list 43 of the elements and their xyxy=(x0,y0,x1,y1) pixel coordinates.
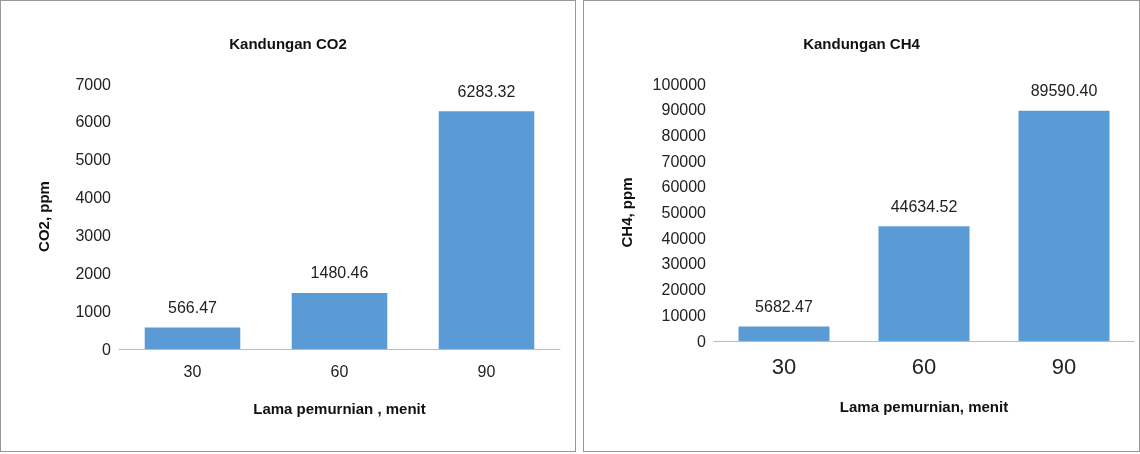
y-tick-label: 0 xyxy=(697,332,707,350)
y-tick-label: 100000 xyxy=(652,75,707,93)
bar xyxy=(438,111,535,349)
y-tick-label: 4000 xyxy=(75,189,112,207)
y-tick-label: 50000 xyxy=(661,204,707,221)
x-tick-label: 30 xyxy=(771,353,797,379)
y-tick-label: 20000 xyxy=(661,281,707,299)
y-tick-label: 30000 xyxy=(661,255,707,273)
x-tick-label: 30 xyxy=(183,362,202,380)
y-tick-label: 5000 xyxy=(75,151,112,169)
y-tick-label: 3000 xyxy=(75,226,112,244)
data-label: 1480.46 xyxy=(310,264,369,282)
y-tick-label: 80000 xyxy=(661,126,707,144)
y-tick-label: 60000 xyxy=(661,178,707,196)
x-axis-title: Lama pemurnian, menit xyxy=(839,398,1009,415)
data-label: 44634.52 xyxy=(890,197,958,215)
x-tick-label: 60 xyxy=(330,362,349,380)
y-tick-label: 40000 xyxy=(661,229,707,247)
data-label: 566.47 xyxy=(168,299,218,317)
y-tick-label: 90000 xyxy=(661,101,707,119)
x-tick-label: 90 xyxy=(477,362,496,380)
x-tick-label: 90 xyxy=(1051,353,1077,379)
y-axis-title: CO2, ppm xyxy=(35,181,52,252)
bar xyxy=(878,226,970,341)
chart-title: Kandungan CO2 xyxy=(229,35,347,52)
data-label: 6283.32 xyxy=(457,82,516,100)
bar xyxy=(1018,110,1110,341)
y-tick-label: 7000 xyxy=(75,75,112,93)
y-tick-label: 2000 xyxy=(75,264,112,282)
x-tick-label: 60 xyxy=(911,353,937,379)
x-axis-title: Lama pemurnian , menit xyxy=(253,400,426,417)
y-tick-label: 6000 xyxy=(75,113,112,131)
data-label: 5682.47 xyxy=(755,297,814,315)
y-tick-label: 10000 xyxy=(661,306,707,324)
y-tick-label: 70000 xyxy=(661,152,707,170)
data-label: 89590.40 xyxy=(1030,82,1098,100)
y-tick-label: 1000 xyxy=(75,302,112,320)
bar xyxy=(291,292,388,349)
chart-title: Kandungan CH4 xyxy=(803,35,921,52)
y-tick-label: 0 xyxy=(102,340,112,358)
bar xyxy=(144,327,241,349)
bar xyxy=(738,326,830,341)
y-axis-title: CH4, ppm xyxy=(618,177,635,248)
